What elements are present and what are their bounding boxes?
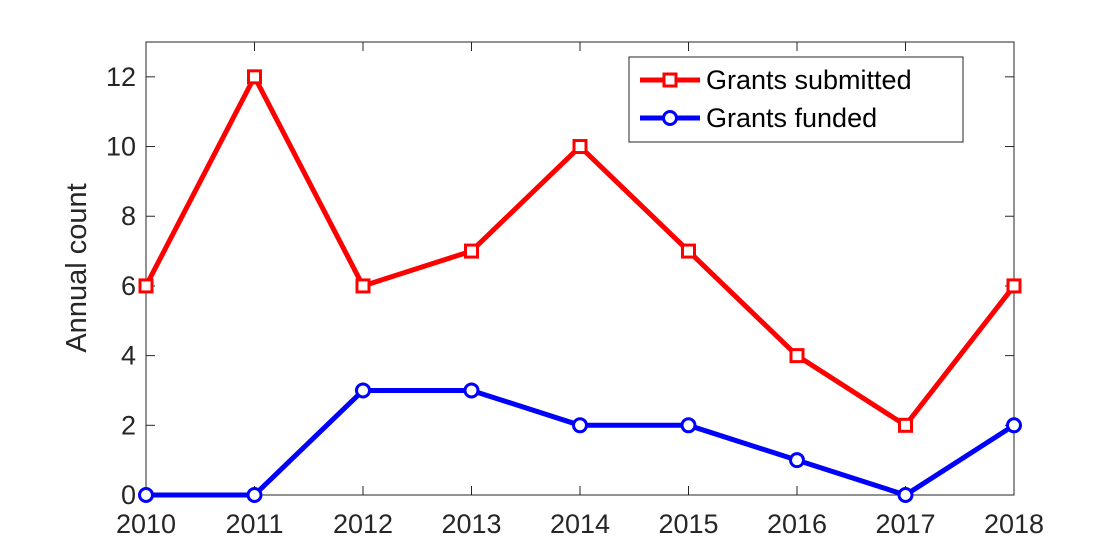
legend-label-grants-funded: Grants funded [706, 103, 877, 133]
point-grants-submitted-2018 [1006, 278, 1022, 294]
x-tick-label-2013: 2013 [441, 509, 501, 539]
x-tick-label-2016: 2016 [767, 509, 827, 539]
point-grants-submitted-2017 [898, 417, 913, 433]
y-tick-label-10: 10 [106, 132, 136, 162]
y-axis-title: Annual count [61, 183, 93, 352]
legend: Grants submitted Grants funded [628, 56, 964, 143]
y-tick-label-8: 8 [121, 201, 136, 231]
legend-marker-grants-submitted [662, 72, 678, 88]
point-grants-funded-2018 [1006, 417, 1022, 434]
point-grants-funded-2016 [789, 452, 805, 469]
x-tick-label-2011: 2011 [225, 509, 283, 539]
point-grants-submitted-2015 [681, 243, 696, 259]
x-tick-label-2012: 2012 [333, 509, 393, 539]
point-grants-submitted-2013 [464, 243, 479, 259]
x-tick-label-2018: 2018 [984, 509, 1044, 539]
y-tick-label-4: 4 [121, 341, 136, 371]
point-grants-funded-2014 [572, 417, 588, 434]
plot-area: 2010 2011 2012 2013 2014 2015 2016 2017 2018 0 2 4 6… [106, 41, 1044, 539]
point-grants-submitted-2014 [572, 139, 588, 155]
point-grants-funded-2017 [897, 487, 914, 503]
y-tick-label-6: 6 [121, 271, 136, 301]
legend-marker-grants-funded [662, 110, 678, 126]
y-tick-label-2: 2 [121, 410, 136, 440]
legend-label-grants-submitted: Grants submitted [706, 65, 912, 95]
y-tick-label-12: 12 [106, 62, 136, 92]
point-grants-funded-2015 [680, 417, 697, 434]
point-grants-funded-2011 [246, 487, 263, 503]
x-tick-label-2014: 2014 [550, 509, 610, 539]
series-line-grants-funded [146, 387, 1016, 498]
point-grants-submitted-2010 [138, 278, 154, 294]
point-grants-submitted-2012 [355, 278, 371, 294]
y-tick-label-0: 0 [121, 480, 136, 510]
x-tick-label-2017: 2017 [875, 509, 935, 539]
point-grants-funded-2010 [138, 487, 154, 503]
point-grants-submitted-2016 [789, 348, 805, 364]
point-grants-submitted-2011 [247, 69, 262, 85]
x-tick-label-2015: 2015 [658, 509, 718, 539]
point-grants-funded-2012 [355, 382, 371, 399]
point-grants-funded-2013 [463, 382, 480, 399]
x-tick-label-2010: 2010 [116, 509, 176, 539]
legend-box [628, 56, 964, 143]
